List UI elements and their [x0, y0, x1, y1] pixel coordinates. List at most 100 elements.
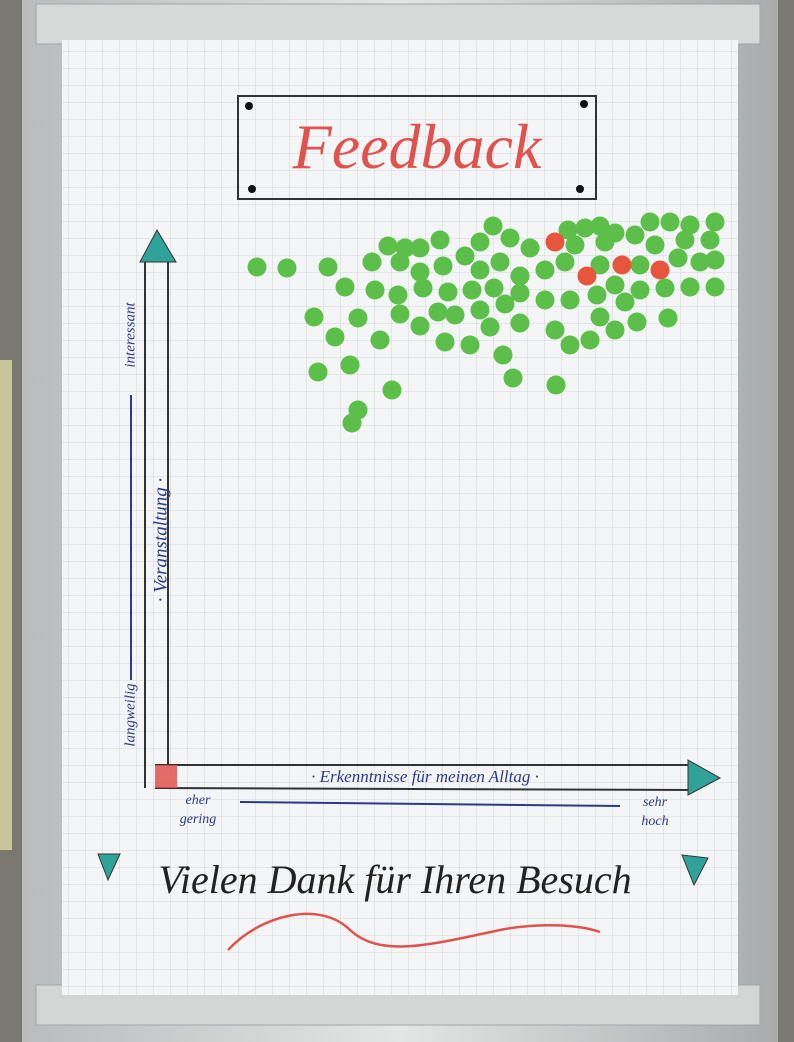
footer-mark [97, 853, 121, 882]
sticker-dot [675, 230, 695, 250]
x-axis [154, 764, 693, 791]
sticker-dot [590, 307, 610, 327]
sticker-dot [587, 285, 607, 305]
sticker-dot [500, 228, 520, 248]
sticker-dot [658, 308, 678, 328]
sticker-dot [690, 252, 710, 272]
x-left-label: gering [180, 812, 217, 827]
side-picture [0, 360, 12, 850]
sticker-dot [605, 275, 625, 295]
sticker-dot [438, 282, 458, 302]
y-bottom-label: langweilig [122, 683, 138, 747]
sticker-dot [493, 345, 513, 365]
sticker-dot [390, 252, 410, 272]
sticker-dot [480, 317, 500, 337]
sticker-dot [325, 327, 345, 347]
pin [576, 185, 584, 193]
top-rail [35, 3, 761, 45]
sticker-dot [590, 216, 610, 236]
x-left-label: eher [186, 793, 211, 808]
x-right-label: sehr [643, 795, 668, 810]
sticker-dot [390, 304, 410, 324]
sticker-dot [304, 307, 324, 327]
x-scale-line [239, 801, 621, 807]
sticker-dot [590, 255, 610, 275]
sticker-dot [668, 248, 688, 268]
footer-mark [681, 854, 709, 887]
sticker-dot [625, 225, 645, 245]
sticker-dot [503, 368, 523, 388]
sticker-dot [470, 300, 490, 320]
sticker-dot [335, 277, 355, 297]
sticker-dot [680, 277, 700, 297]
sticker-dot [535, 290, 555, 310]
sticker-dot [555, 252, 575, 272]
footer-text: Vielen Dank für Ihren Besuch [158, 857, 631, 902]
sticker-dot [378, 236, 398, 256]
sticker-dot [308, 362, 328, 382]
sticker-dot [277, 258, 297, 278]
sticker-dot [370, 330, 390, 350]
sticker-dot [510, 266, 530, 286]
x-axis-label: · Erkenntnisse für meinen Alltag · [311, 767, 539, 786]
sticker-dot [655, 278, 675, 298]
sticker-dot [470, 260, 490, 280]
sticker-dot [575, 218, 595, 238]
sticker-dot [247, 257, 267, 277]
sticker-dot [560, 290, 580, 310]
x-right-label: hoch [641, 814, 668, 829]
sticker-dot [495, 294, 515, 314]
sticker-dot [680, 215, 700, 235]
sticker-dot [630, 255, 650, 275]
sticker-dot [490, 252, 510, 272]
sticker-dot [705, 250, 725, 270]
title-box [237, 95, 597, 200]
sticker-dot [630, 280, 650, 300]
sticker-dot [545, 232, 565, 252]
sticker-dot [462, 280, 482, 300]
sticker-dot [510, 313, 530, 333]
y-axis-label: · Veranstaltung · [150, 478, 171, 603]
sticker-dot [435, 332, 455, 352]
dots [247, 212, 725, 433]
sticker-dot [560, 335, 580, 355]
sticker-dot [612, 255, 632, 275]
sticker-dot [595, 232, 615, 252]
sticker-dot [520, 238, 540, 258]
sticker-dot [342, 413, 362, 433]
sticker-dot [433, 256, 453, 276]
sticker-dot [565, 235, 585, 255]
pin [245, 102, 253, 110]
sticker-dot [430, 230, 450, 250]
sticker-dot [470, 232, 490, 252]
sticker-dot [645, 235, 665, 255]
sticker-dot [650, 260, 670, 280]
sticker-dot [484, 278, 504, 298]
sticker-dot [510, 283, 530, 303]
sticker-dot [640, 212, 660, 232]
sticker-dot [413, 278, 433, 298]
sticker-dot [705, 277, 725, 297]
sticker-dot [388, 285, 408, 305]
pin [580, 100, 588, 108]
sticker-dot [483, 216, 503, 236]
sticker-dot [546, 375, 566, 395]
sticker-dot [705, 212, 725, 232]
sticker-dot [545, 320, 565, 340]
decorative-swirl [227, 912, 601, 951]
sticker-dot [445, 305, 465, 325]
sticker-dot [577, 266, 597, 286]
sticker-dot [558, 220, 578, 240]
sticker-dot [660, 212, 680, 232]
sticker-dot [460, 335, 480, 355]
sticker-dot [580, 330, 600, 350]
sticker-dot [410, 316, 430, 336]
sticker-dot [365, 280, 385, 300]
sticker-dot [382, 380, 402, 400]
sticker-dot [410, 262, 430, 282]
sticker-dot [535, 260, 555, 280]
y-arrow [139, 228, 177, 263]
sticker-dot [340, 355, 360, 375]
